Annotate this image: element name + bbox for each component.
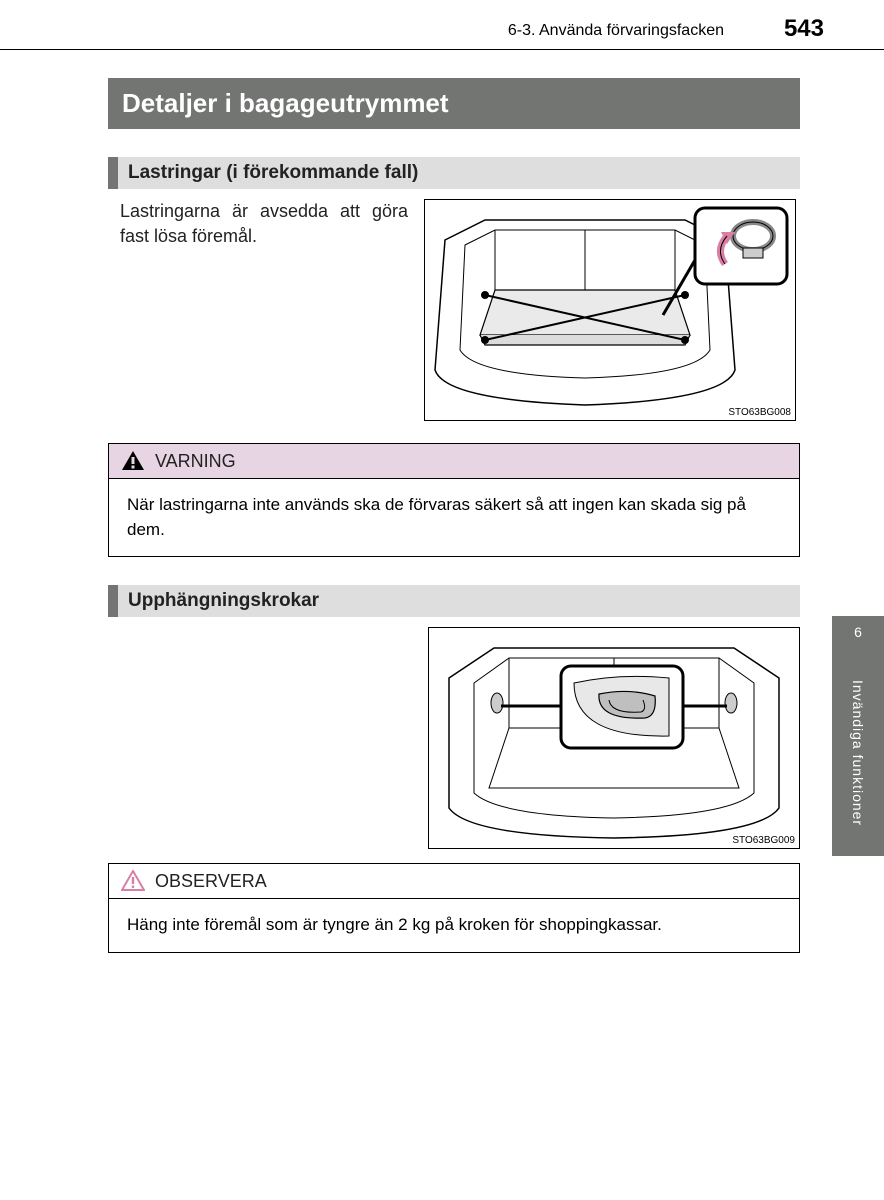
section-heading-lastringar: Lastringar (i förekommande fall) (108, 157, 800, 189)
notice-body: Häng inte föremål som är tyngre än 2 kg … (109, 899, 799, 952)
warning-header: VARNING (109, 444, 799, 479)
page-number: 543 (784, 15, 824, 43)
notice-header: OBSERVERA (109, 864, 799, 899)
warning-body: När lastringarna inte används ska de för… (109, 479, 799, 556)
section2-illus-wrap: STO63BG009 (108, 627, 800, 849)
illustration-lastringar: STO63BG008 (424, 199, 796, 421)
illus-code-1: STO63BG008 (728, 407, 791, 418)
side-tab-number: 6 (832, 616, 884, 640)
content-area: Detaljer i bagageutrymmet Lastringar (i … (108, 78, 800, 953)
warning-box: VARNING När lastringarna inte används sk… (108, 443, 800, 557)
notice-icon (121, 870, 145, 892)
warning-label: VARNING (155, 451, 236, 472)
side-tab-label: Invändiga funktioner (850, 680, 866, 826)
notice-label: OBSERVERA (155, 871, 267, 892)
warning-icon (121, 450, 145, 472)
section1-body: Lastringarna är avsedda att göra fast lö… (108, 199, 408, 421)
illus-code-2: STO63BG009 (732, 835, 795, 846)
notice-box: OBSERVERA Häng inte föremål som är tyngr… (108, 863, 800, 953)
breadcrumb: 6-3. Använda förvaringsfacken (508, 22, 724, 40)
page-title: Detaljer i bagageutrymmet (108, 78, 800, 129)
page-header: 6-3. Använda förvaringsfacken 543 (0, 0, 884, 50)
section1-row: Lastringarna är avsedda att göra fast lö… (108, 199, 800, 421)
trunk-hooks-svg (429, 628, 801, 850)
section-heading-hooks: Upphängningskrokar (108, 585, 800, 617)
side-tab: 6 Invändiga funktioner (832, 616, 884, 856)
illustration-hooks: STO63BG009 (428, 627, 800, 849)
trunk-rings-svg (425, 200, 797, 422)
